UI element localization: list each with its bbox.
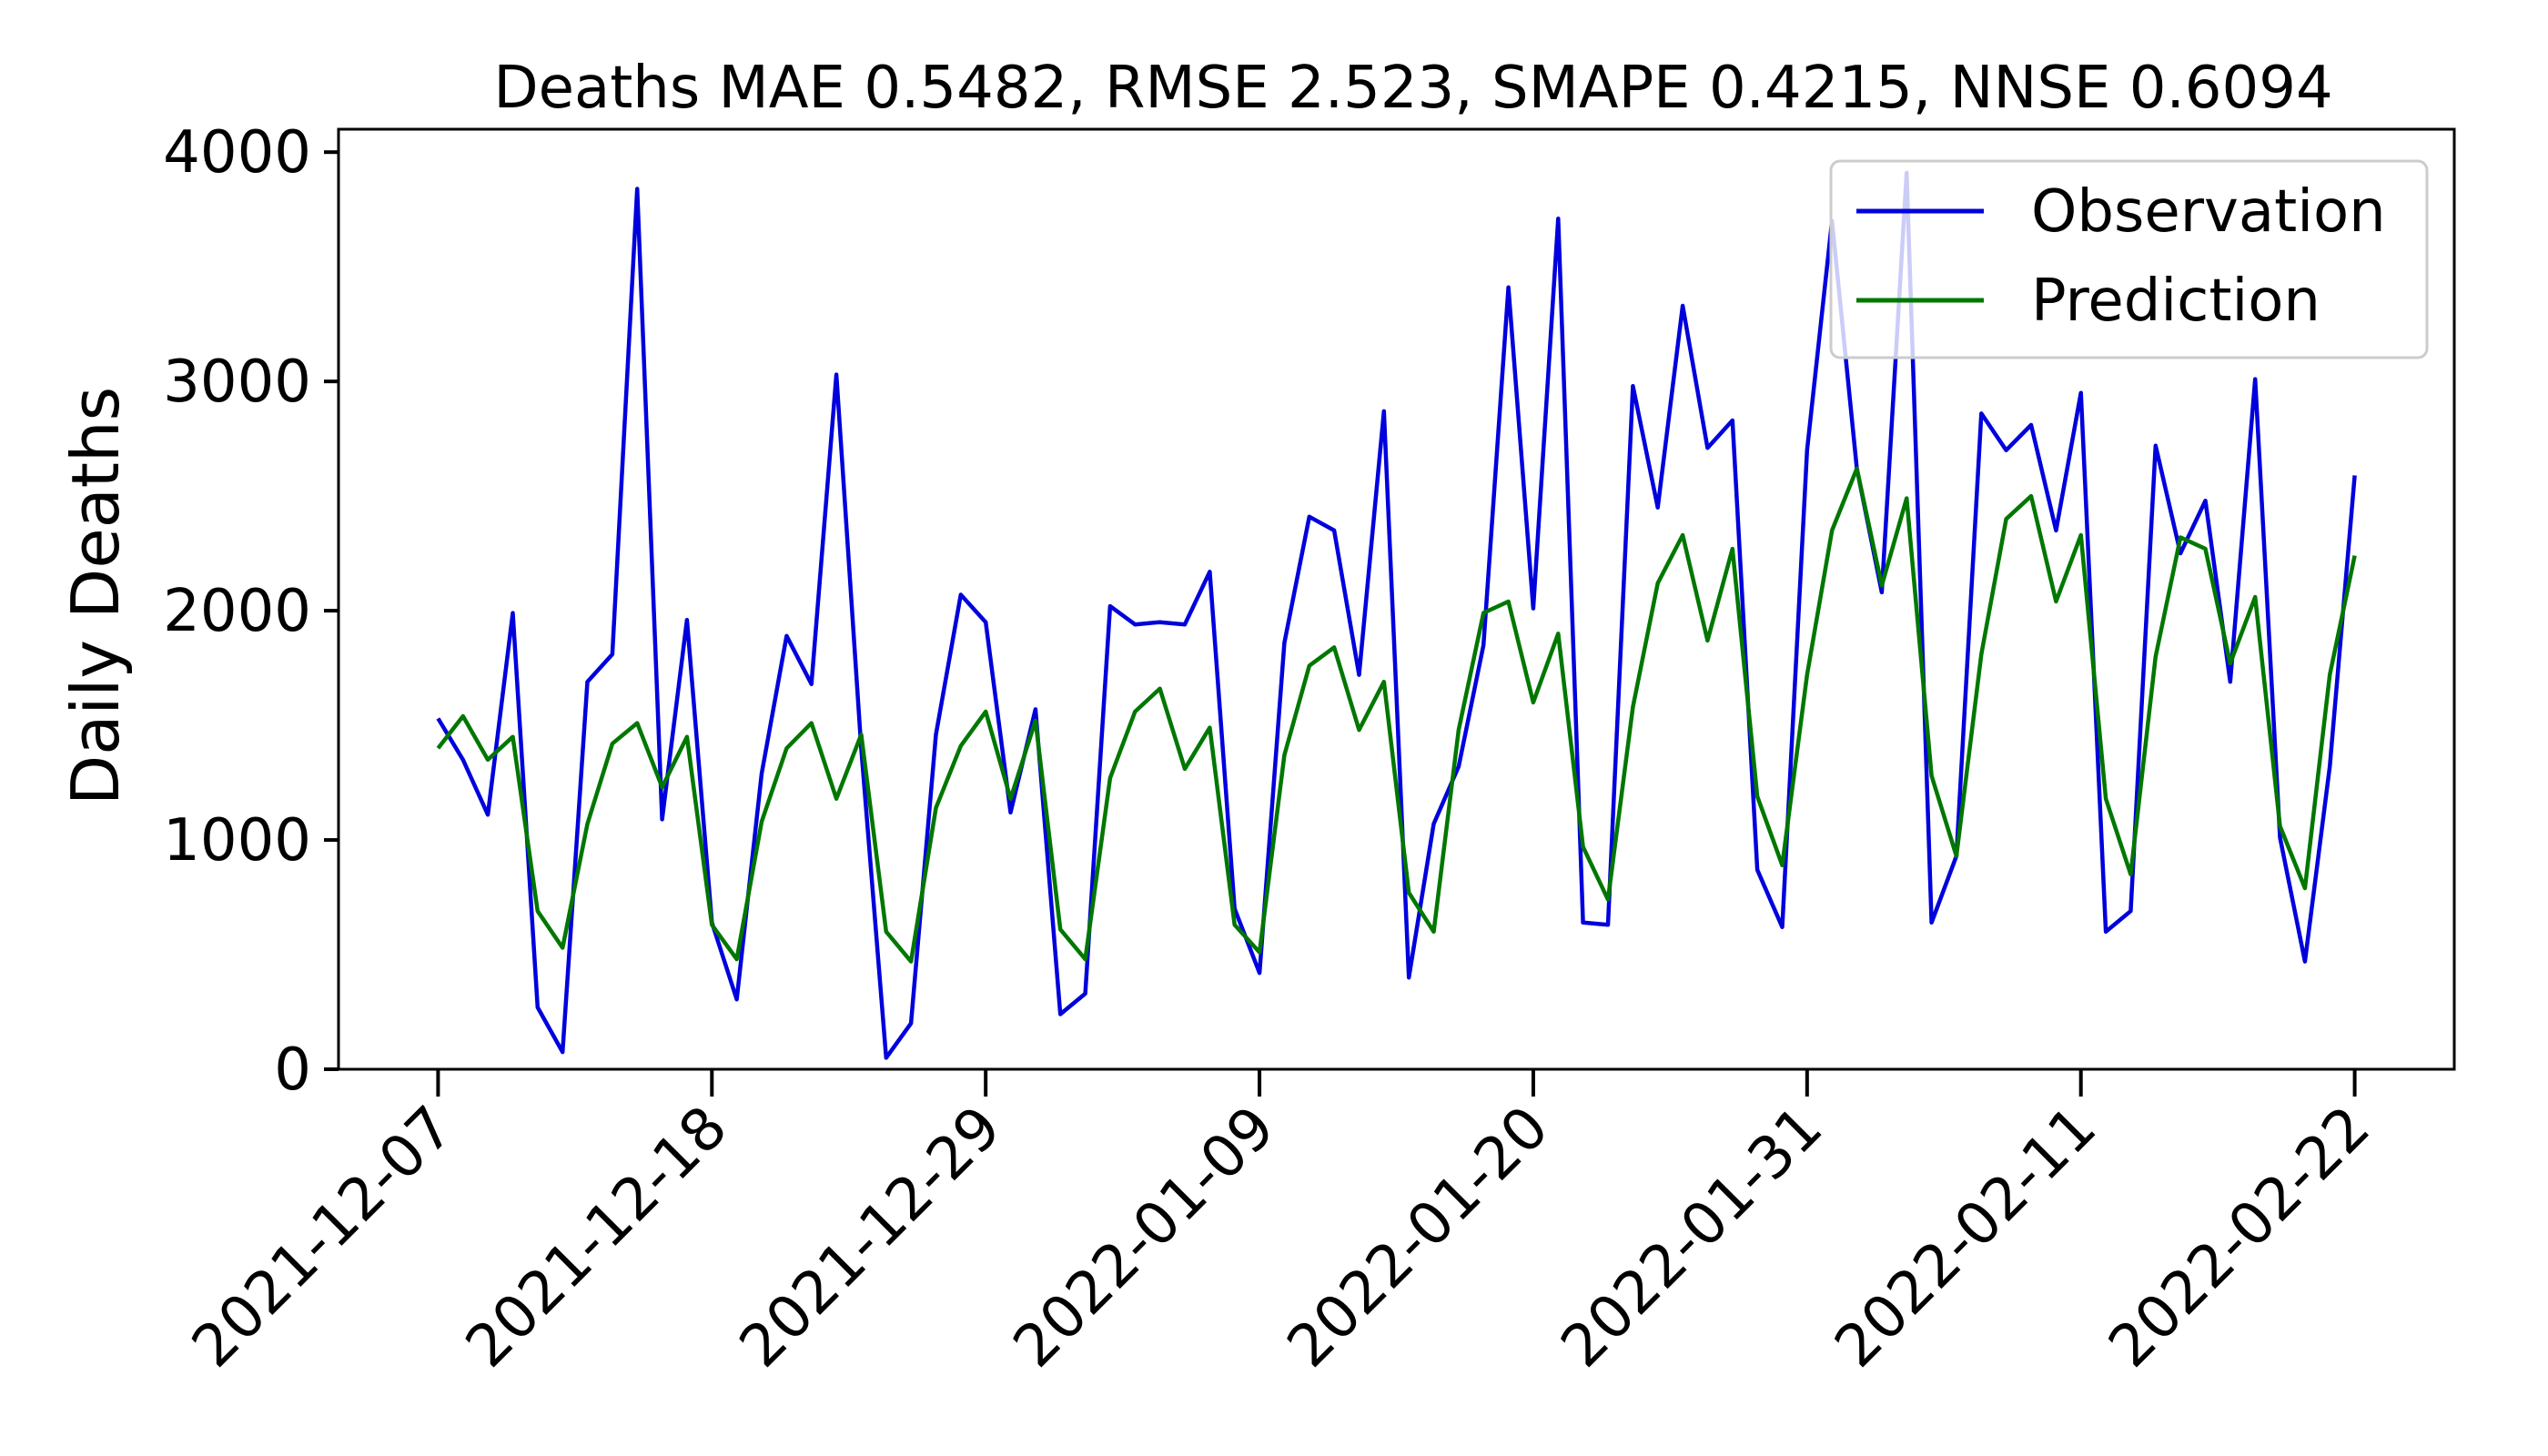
series-prediction-line [436,466,2357,964]
chart-title: Deaths MAE 0.5482, RMSE 2.523, SMAPE 0.4… [493,55,2332,122]
y-axis: 0 1000 2000 3000 4000 [163,119,339,1104]
x-tick-label: 2022-01-09 [1001,1094,1288,1380]
legend-label-prediction: Prediction [2031,268,2320,335]
x-tick-label: 2022-02-11 [1823,1094,2109,1380]
plot-frame [337,127,2456,1071]
x-tick-label: 2022-02-22 [2097,1094,2383,1380]
x-tick-label: 2021-12-07 [179,1094,466,1380]
x-tick-label: 2021-12-18 [453,1094,740,1380]
x-tick-label: 2022-01-20 [1275,1094,1562,1380]
legend: Observation Prediction [1829,159,2429,359]
series-layer [436,170,2357,1060]
y-tick-label: 3000 [163,349,311,416]
series-observation-line [436,170,2357,1060]
y-tick-label: 4000 [163,119,311,187]
y-axis-label: Daily Deaths [57,387,134,805]
y-tick-label: 1000 [163,807,311,875]
x-tick-label: 2022-01-31 [1549,1094,1835,1380]
x-axis: 2021-12-072021-12-182021-12-292022-01-09… [179,1069,2383,1380]
legend-label-observation: Observation [2031,178,2386,246]
y-tick-label: 0 [274,1036,311,1104]
x-tick-label: 2021-12-29 [727,1094,1014,1380]
y-tick-label: 2000 [163,578,311,645]
